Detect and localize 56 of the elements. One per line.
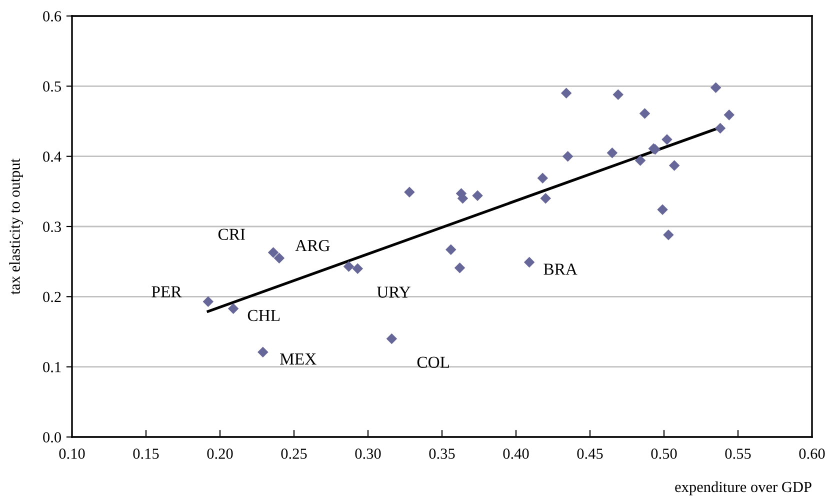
point [540,193,551,204]
y-tick-label: 0.3 [43,222,61,232]
x-tick-label: 0.15 [133,448,159,459]
point [657,204,668,216]
point [454,262,466,274]
y-tick-label: 0.5 [43,81,61,92]
x-tick-label: 0.20 [207,448,233,459]
point [343,261,354,272]
annotation: ARG [295,240,330,252]
point [404,186,415,198]
x-tick-label: 0.55 [725,448,751,459]
annotation: BRA [544,264,578,275]
point [228,303,239,314]
annotation: MEX [280,354,316,364]
annotation: CHL [248,310,280,322]
annotation: URY [376,286,410,298]
annotation: COL [417,356,450,368]
y-tick-label: 0.0 [43,432,61,443]
point [202,296,214,307]
point [710,82,722,93]
x-tick-label: 0.30 [355,448,381,459]
x-tick-label: 0.60 [799,448,825,459]
x-tick-label: 0.40 [503,448,529,459]
x-tick-label: 0.35 [429,448,455,459]
point [472,190,483,202]
point [662,134,672,145]
point [268,247,279,258]
point [724,110,734,120]
x-tick-label: 0.10 [59,448,85,459]
x-tick-label: 0.45 [577,448,603,459]
x-tick-label: 0.50 [651,448,677,459]
x-tick-label: 0.25 [281,448,307,459]
point [714,122,726,134]
y-tick-label: 0.1 [43,362,61,372]
point [663,230,674,240]
y-tick-label: 0.6 [43,11,62,22]
point [562,150,574,162]
point [524,256,535,268]
point [386,333,398,344]
point [446,244,456,256]
point [537,172,548,184]
y-tick-label: 0.4 [43,151,62,162]
point [274,252,285,264]
point [258,346,268,358]
x-axis-title: expenditure over GDP [675,481,812,496]
y-tick-label: 0.2 [43,292,61,302]
point [612,89,624,100]
annotation: CRI [218,228,245,240]
point [606,147,618,158]
point [352,263,364,274]
point [639,108,650,119]
point [634,155,646,166]
point [668,160,680,171]
point [560,88,572,99]
annotation: PER [152,286,182,298]
y-axis-title: tax elasticity to output [9,158,24,294]
